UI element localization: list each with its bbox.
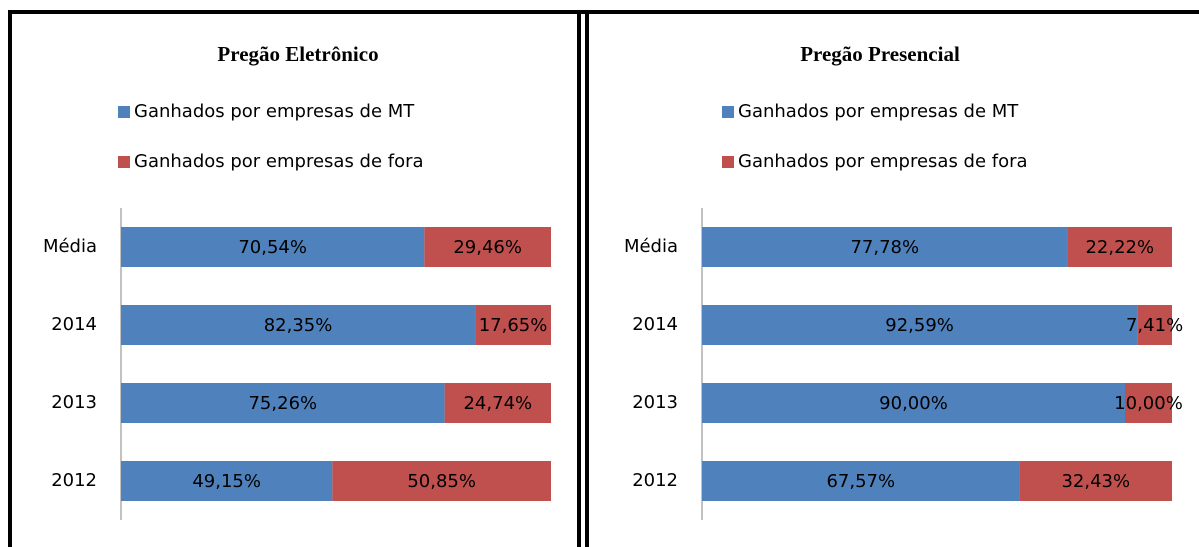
legend-label: Ganhados por empresas de fora — [738, 151, 1028, 172]
data-label: 50,85% — [407, 471, 476, 492]
legend-swatch — [722, 156, 734, 168]
category-label: 2014 — [51, 314, 97, 335]
bar-segment — [702, 383, 1125, 423]
data-label: 67,57% — [826, 471, 895, 492]
frame-left — [8, 10, 12, 547]
bar-segment — [121, 305, 476, 345]
bar-segment — [1125, 383, 1172, 423]
data-label: 24,74% — [463, 393, 532, 414]
data-label: 77,78% — [850, 237, 919, 258]
category-label: Média — [43, 236, 97, 257]
bar-segment — [475, 305, 551, 345]
bar-segment — [702, 227, 1068, 267]
frame-top — [8, 10, 1199, 14]
legend-swatch — [118, 106, 130, 118]
legend-label: Ganhados por empresas de fora — [134, 151, 424, 172]
data-label: 17,65% — [479, 315, 548, 336]
category-label: 2014 — [632, 314, 678, 335]
legend-label: Ganhados por empresas de MT — [134, 101, 415, 122]
bar-segment — [424, 227, 551, 267]
data-label: 22,22% — [1085, 237, 1154, 258]
legend-label: Ganhados por empresas de MT — [738, 101, 1019, 122]
category-label: 2013 — [632, 392, 678, 413]
bar-segment — [121, 227, 425, 267]
data-label: 92,59% — [885, 315, 954, 336]
bar-segment — [702, 305, 1138, 345]
data-label: 70,54% — [238, 237, 307, 258]
category-label: 2012 — [51, 470, 97, 491]
bar-segment — [1019, 461, 1172, 501]
data-label: 75,26% — [248, 393, 317, 414]
data-label: 7,41% — [1126, 315, 1183, 336]
frame-divider — [585, 10, 589, 547]
bar-segment — [1137, 305, 1172, 345]
data-label: 10,00% — [1114, 393, 1183, 414]
category-label: Média — [624, 236, 678, 257]
frame-divider — [577, 10, 581, 547]
bar-segment — [332, 461, 551, 501]
data-label: 29,46% — [453, 237, 522, 258]
chart-title: Pregão Presencial — [800, 42, 960, 66]
legend-swatch — [722, 106, 734, 118]
data-label: 49,15% — [192, 471, 261, 492]
category-label: 2012 — [632, 470, 678, 491]
legend-swatch — [118, 156, 130, 168]
bar-segment — [1067, 227, 1172, 267]
bar-segment — [121, 383, 445, 423]
category-label: 2013 — [51, 392, 97, 413]
bar-segment — [121, 461, 333, 501]
data-label: 82,35% — [264, 315, 333, 336]
bar-segment — [444, 383, 551, 423]
bar-segment — [702, 461, 1020, 501]
data-label: 32,43% — [1061, 471, 1130, 492]
chart-title: Pregão Eletrônico — [217, 42, 378, 66]
data-label: 90,00% — [879, 393, 948, 414]
